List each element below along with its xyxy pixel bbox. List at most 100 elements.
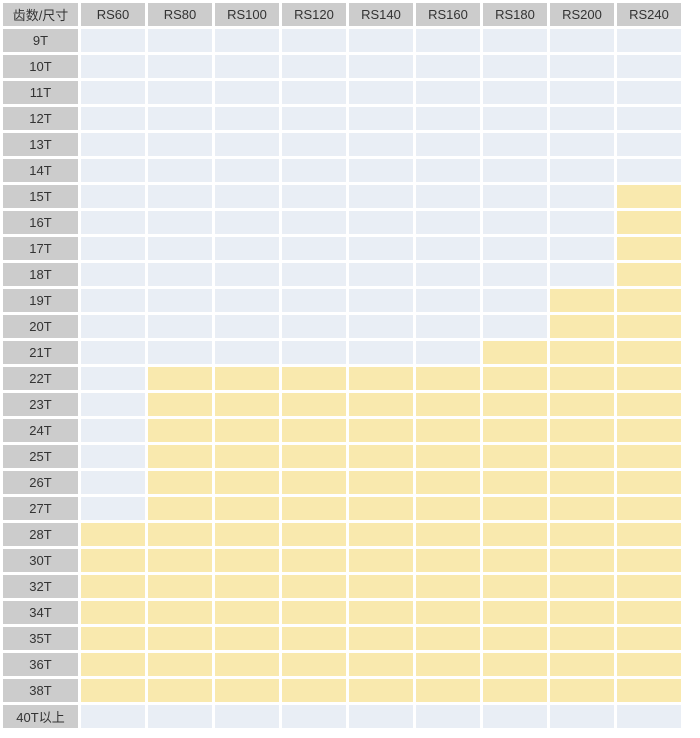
grid-cell [148,341,212,364]
grid-cell [617,81,681,104]
grid-cell [416,133,480,156]
grid-cell [215,601,279,624]
grid-cell [282,445,346,468]
grid-cell [282,341,346,364]
grid-cell [416,237,480,260]
table-row: 18T [3,263,681,286]
grid-cell [550,29,614,52]
row-label: 19T [3,289,78,312]
grid-cell [215,679,279,702]
row-label: 14T [3,159,78,182]
grid-cell [215,575,279,598]
grid-cell [617,159,681,182]
grid-cell [617,185,681,208]
grid-cell [148,133,212,156]
row-label: 27T [3,497,78,520]
grid-cell [81,237,145,260]
grid-cell [148,445,212,468]
grid-cell [550,237,614,260]
grid-cell [483,679,547,702]
grid-cell [550,367,614,390]
row-label: 21T [3,341,78,364]
grid-cell [282,653,346,676]
grid-cell [81,133,145,156]
grid-cell [483,523,547,546]
grid-cell [483,653,547,676]
grid-cell [617,523,681,546]
grid-cell [81,29,145,52]
grid-cell [215,55,279,78]
row-label: 9T [3,29,78,52]
grid-cell [215,367,279,390]
grid-cell [282,601,346,624]
table-row: 30T [3,549,681,572]
grid-cell [215,497,279,520]
table-row: 9T [3,29,681,52]
grid-cell [215,159,279,182]
grid-cell [349,575,413,598]
grid-cell [148,419,212,442]
grid-cell [81,393,145,416]
row-label: 17T [3,237,78,260]
grid-cell [81,549,145,572]
grid-cell [282,289,346,312]
row-label: 15T [3,185,78,208]
grid-cell [483,107,547,130]
row-label: 22T [3,367,78,390]
grid-cell [550,497,614,520]
grid-cell [617,315,681,338]
corner-header: 齿数/尺寸 [3,3,78,26]
grid-cell [282,679,346,702]
grid-cell [81,289,145,312]
column-header: RS100 [215,3,279,26]
grid-cell [550,81,614,104]
row-label: 28T [3,523,78,546]
grid-cell [81,341,145,364]
grid-cell [148,107,212,130]
grid-cell [416,185,480,208]
grid-cell [148,263,212,286]
grid-cell [81,211,145,234]
grid-cell [416,679,480,702]
grid-cell [215,289,279,312]
grid-cell [416,549,480,572]
grid-cell [349,237,413,260]
grid-cell [483,289,547,312]
grid-cell [81,497,145,520]
grid-cell [148,315,212,338]
grid-cell [550,575,614,598]
table-row: 11T [3,81,681,104]
grid-cell [349,653,413,676]
grid-cell [349,497,413,520]
grid-cell [483,133,547,156]
table-row: 16T [3,211,681,234]
row-label: 26T [3,471,78,494]
header-row: 齿数/尺寸 RS60 RS80 RS100 RS120 RS140 RS160 RS180 RS… [3,3,681,26]
grid-cell [550,133,614,156]
grid-cell [215,237,279,260]
grid-cell [81,679,145,702]
grid-cell [483,601,547,624]
grid-cell [483,445,547,468]
grid-cell [483,393,547,416]
grid-cell [550,107,614,130]
grid-cell [416,315,480,338]
column-header: RS200 [550,3,614,26]
grid-cell [282,627,346,650]
row-label: 36T [3,653,78,676]
grid-cell [416,601,480,624]
grid-cell [81,523,145,546]
grid-cell [215,627,279,650]
table-row: 12T [3,107,681,130]
grid-cell [483,341,547,364]
grid-cell [349,419,413,442]
grid-cell [349,705,413,728]
sprocket-size-matrix-table: 齿数/尺寸 RS60 RS80 RS100 RS120 RS140 RS160 RS180 RS… [3,3,681,728]
grid-cell [416,29,480,52]
grid-cell [148,653,212,676]
grid-cell [215,653,279,676]
grid-cell [416,263,480,286]
row-label: 34T [3,601,78,624]
table-row: 36T [3,653,681,676]
grid-cell [81,107,145,130]
